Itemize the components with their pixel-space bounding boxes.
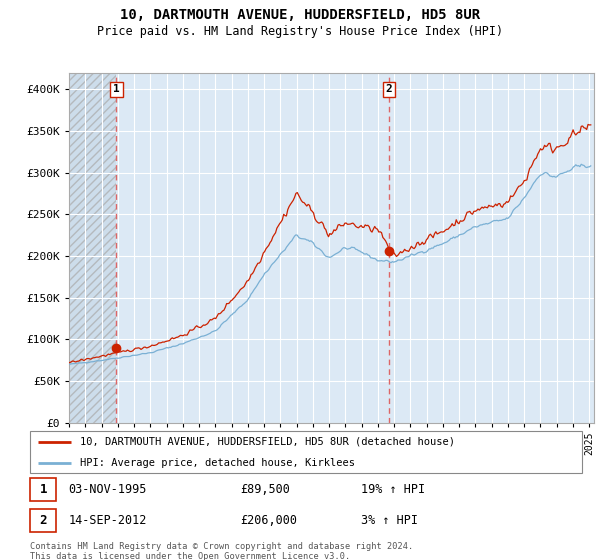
Text: HPI: Average price, detached house, Kirklees: HPI: Average price, detached house, Kirk… — [80, 458, 355, 468]
Text: 3% ↑ HPI: 3% ↑ HPI — [361, 514, 418, 527]
Text: 14-SEP-2012: 14-SEP-2012 — [68, 514, 147, 527]
FancyBboxPatch shape — [30, 431, 582, 473]
Text: 2: 2 — [386, 85, 392, 95]
FancyBboxPatch shape — [30, 508, 56, 532]
Text: 19% ↑ HPI: 19% ↑ HPI — [361, 483, 425, 496]
Text: 10, DARTMOUTH AVENUE, HUDDERSFIELD, HD5 8UR (detached house): 10, DARTMOUTH AVENUE, HUDDERSFIELD, HD5 … — [80, 437, 455, 447]
Text: Price paid vs. HM Land Registry's House Price Index (HPI): Price paid vs. HM Land Registry's House … — [97, 25, 503, 38]
Bar — [69, 73, 116, 423]
Text: £206,000: £206,000 — [240, 514, 297, 527]
Text: 1: 1 — [40, 483, 47, 496]
Text: 1: 1 — [113, 85, 120, 95]
Text: £89,500: £89,500 — [240, 483, 290, 496]
Text: Contains HM Land Registry data © Crown copyright and database right 2024.
This d: Contains HM Land Registry data © Crown c… — [30, 542, 413, 560]
Text: 03-NOV-1995: 03-NOV-1995 — [68, 483, 147, 496]
FancyBboxPatch shape — [30, 478, 56, 501]
Text: 2: 2 — [40, 514, 47, 527]
Text: 10, DARTMOUTH AVENUE, HUDDERSFIELD, HD5 8UR: 10, DARTMOUTH AVENUE, HUDDERSFIELD, HD5 … — [120, 8, 480, 22]
